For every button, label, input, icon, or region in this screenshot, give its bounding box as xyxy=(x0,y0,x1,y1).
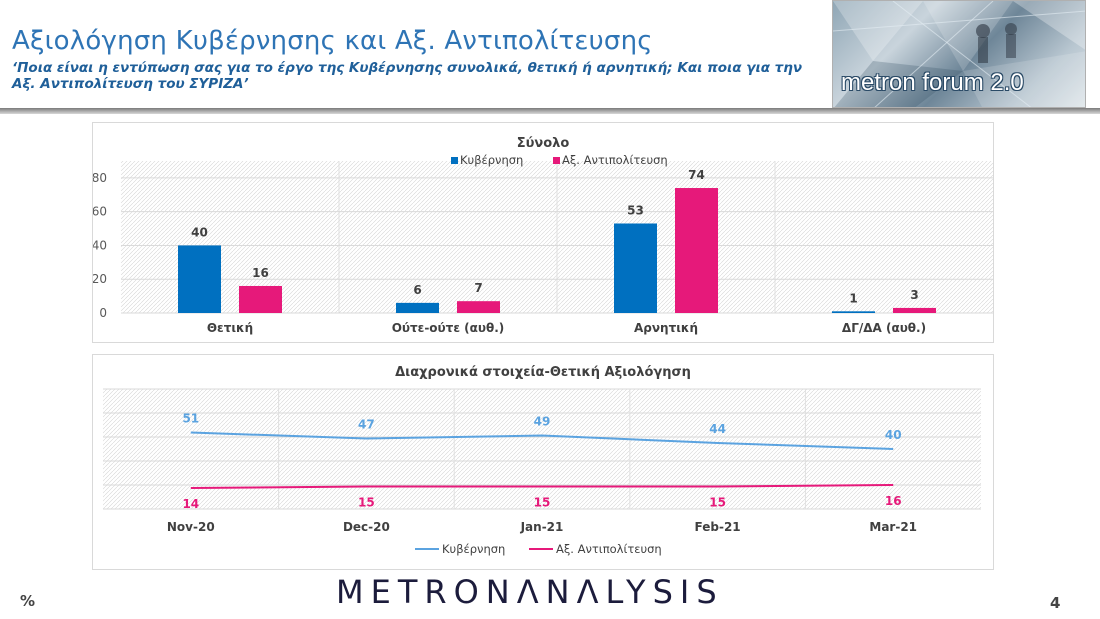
line-chart-panel: Διαχρονικά στοιχεία-Θετική Αξιολόγηση 51 4… xyxy=(92,354,994,570)
bar xyxy=(396,302,439,313)
x-category-label: Ούτε-ούτε (αυθ.) xyxy=(392,321,505,335)
bar xyxy=(675,188,718,313)
header-divider xyxy=(0,108,1100,114)
line-value-label: 51 xyxy=(182,412,199,426)
logo-text: metron forum 2.0 xyxy=(841,69,1024,96)
y-tick-label: 60 xyxy=(93,205,107,219)
bar xyxy=(239,285,282,313)
metron-analysis-logo: METRONΛNΛLYSIS xyxy=(336,573,724,611)
bar-value-label: 7 xyxy=(474,281,482,295)
unit-label: % xyxy=(20,592,36,610)
bar-chart-panel: 0 20 40 60 80 Σύνολο Κυβέρνηση Αξ. Αντιπολίτευσ… xyxy=(92,122,994,343)
series-line xyxy=(190,431,894,450)
bar-value-label: 6 xyxy=(413,283,421,297)
series-line xyxy=(190,484,894,489)
bar xyxy=(614,223,657,313)
legend-label: Κυβέρνηση xyxy=(442,542,505,556)
bar xyxy=(832,311,875,313)
x-category-label: Feb-21 xyxy=(695,520,741,534)
x-category-label: Dec-20 xyxy=(343,520,390,534)
legend-label: Αξ. Αντιπολίτευση xyxy=(562,153,668,167)
x-category-label: ΔΓ/ΔΑ (αυθ.) xyxy=(842,321,926,335)
bar-chart-title: Σύνολο xyxy=(517,136,570,151)
y-tick-label: 20 xyxy=(93,272,107,286)
line-value-label: 40 xyxy=(885,428,902,442)
x-category-label: Αρνητική xyxy=(634,321,698,335)
line-value-label: 15 xyxy=(534,496,551,510)
line-chart-title: Διαχρονικά στοιχεία-Θετική Αξιολόγηση xyxy=(395,365,691,380)
legend-swatch xyxy=(553,157,560,164)
legend-label: Κυβέρνηση xyxy=(460,153,523,167)
plot-area xyxy=(103,389,981,509)
line-value-label: 47 xyxy=(358,418,375,432)
logo-background-icon xyxy=(833,1,1085,107)
legend-swatch xyxy=(451,157,458,164)
line-value-label: 16 xyxy=(885,494,902,508)
line-value-label: 15 xyxy=(358,496,375,510)
bar-value-label: 74 xyxy=(688,168,705,182)
line-value-label: 44 xyxy=(709,422,726,436)
x-category-label: Θετική xyxy=(207,321,253,335)
bar-chart: 0 20 40 60 80 Σύνολο Κυβέρνηση Αξ. Αντιπολίτευσ… xyxy=(92,136,993,335)
line-value-label: 49 xyxy=(534,415,551,429)
bar-value-label: 1 xyxy=(849,291,857,305)
x-category-label: Nov-20 xyxy=(167,520,215,534)
slide-header: Αξιολόγηση Κυβέρνησης και Αξ. Αντιπολίτε… xyxy=(0,0,1100,114)
bar xyxy=(178,245,221,313)
y-tick-label: 80 xyxy=(93,171,107,185)
x-category-label: Mar-21 xyxy=(869,520,917,534)
page-subtitle: ‘Ποια είναι η εντύπωση σας για το έργο τ… xyxy=(12,60,803,92)
bar-value-label: 53 xyxy=(627,203,644,217)
x-category-label: Jan-21 xyxy=(520,520,564,534)
bar xyxy=(893,307,936,313)
bar-value-label: 3 xyxy=(910,288,918,302)
page-title: Αξιολόγηση Κυβέρνησης και Αξ. Αντιπολίτε… xyxy=(12,26,653,56)
y-tick-label: 40 xyxy=(93,238,107,252)
bar xyxy=(457,301,500,313)
legend-label: Αξ. Αντιπολίτευση xyxy=(556,542,662,556)
line-value-label: 15 xyxy=(709,496,726,510)
y-tick-label: 0 xyxy=(99,306,107,320)
line-value-label: 14 xyxy=(182,497,199,511)
page-number: 4 xyxy=(1050,594,1061,612)
metron-forum-logo: metron forum 2.0 xyxy=(832,0,1086,108)
line-chart: Διαχρονικά στοιχεία-Θετική Αξιολόγηση 51 4… xyxy=(103,365,981,556)
bar-value-label: 16 xyxy=(252,266,269,280)
bar-value-label: 40 xyxy=(191,225,208,239)
